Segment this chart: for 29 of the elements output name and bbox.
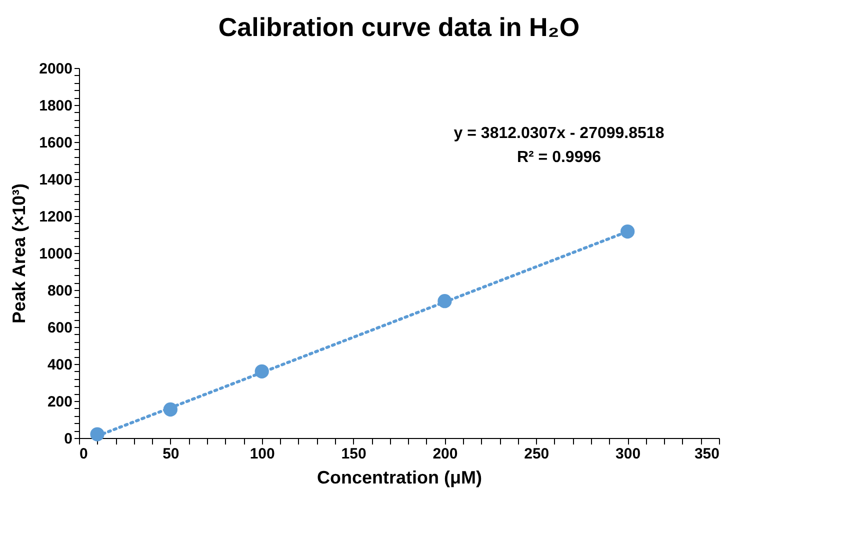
- y-axis-title: Peak Area (×10³): [9, 184, 30, 324]
- annotation: R² = 0.9996: [516, 149, 602, 166]
- y-tick-label: 0: [64, 430, 72, 448]
- point: [620, 224, 635, 239]
- x-tick-label: 50: [162, 446, 180, 462]
- y-tick-label: 1200: [39, 208, 72, 226]
- point: [90, 427, 104, 442]
- y-tick-label: 600: [47, 320, 72, 336]
- y-tick-label: 1000: [39, 246, 72, 262]
- y-tick-label: 2000: [39, 60, 72, 78]
- x-tick-label: 200: [432, 446, 458, 462]
- point: [254, 364, 269, 378]
- point: [163, 402, 178, 417]
- y-tick-label: 1400: [39, 172, 72, 188]
- chart-title: Calibration curve data in H₂O: [218, 12, 580, 42]
- x-tick-label: 300: [616, 446, 641, 462]
- y-tick-label: 200: [47, 394, 72, 410]
- x-tick-label: 150: [341, 446, 366, 462]
- x-tick-label: 0: [80, 446, 88, 462]
- x-tick-label: 100: [250, 446, 275, 462]
- point: [438, 294, 452, 308]
- y-tick-label: 1800: [39, 98, 72, 114]
- x-tick-label: 350: [694, 446, 720, 462]
- y-tick-label: 800: [47, 282, 72, 300]
- annotation: y = 3812.0307x - 27099.8518: [454, 125, 664, 142]
- x-tick-label: 250: [524, 446, 550, 462]
- x-axis-title: Concentration (μM): [317, 468, 482, 488]
- y-tick-label: 400: [47, 356, 72, 374]
- y-tick-label: 1600: [39, 134, 72, 152]
